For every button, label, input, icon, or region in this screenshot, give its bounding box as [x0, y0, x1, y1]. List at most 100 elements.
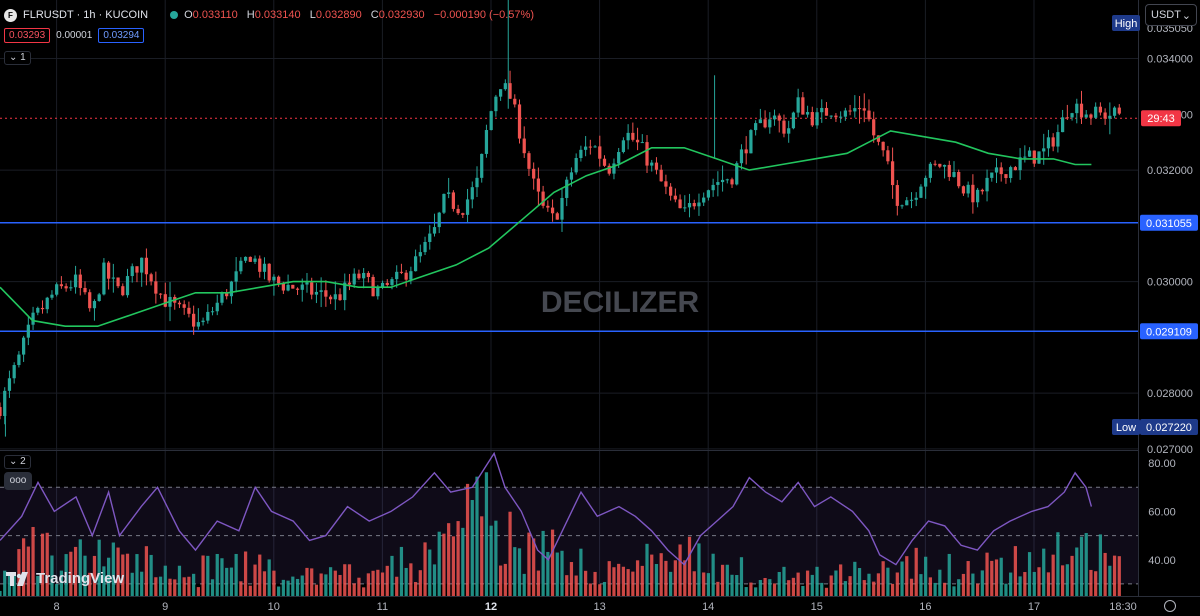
- candle-body: [277, 276, 281, 284]
- volume-bar: [258, 554, 262, 596]
- hline-price-tag-bg: [1140, 323, 1198, 340]
- candle-body: [12, 365, 16, 379]
- volume-bar: [980, 570, 984, 596]
- volume-bar: [961, 573, 966, 596]
- low-price-tag: 0.027220: [1146, 422, 1192, 434]
- volume-bar: [640, 565, 644, 596]
- candle-body: [1094, 106, 1098, 118]
- volume-bar: [484, 472, 489, 596]
- volume-bar: [243, 551, 248, 596]
- price-axis[interactable]: 0.034000 0.032000 0.030000 0.028000 0.027000…: [1112, 15, 1198, 567]
- candle-body: [853, 108, 857, 112]
- volume-bar: [1013, 546, 1017, 596]
- volume-bar: [588, 583, 592, 596]
- volume-bar: [683, 560, 687, 596]
- volume-bar: [999, 557, 1003, 596]
- currency-label: USDT: [1151, 9, 1181, 21]
- sell-button[interactable]: 0.03293: [4, 28, 51, 43]
- volume-bar: [924, 556, 928, 596]
- market-status-icon[interactable]: [170, 11, 179, 19]
- horizontal-lines[interactable]: [0, 222, 1138, 333]
- candle-body: [669, 186, 673, 196]
- candle-body: [1056, 132, 1060, 147]
- candle-body: [380, 282, 385, 288]
- candle-body: [621, 140, 626, 153]
- volume-bar: [971, 573, 975, 596]
- candle-body: [919, 186, 923, 198]
- volume-bar: [692, 571, 696, 596]
- candle-body: [1061, 117, 1065, 133]
- time-tick-label[interactable]: 11: [377, 601, 388, 613]
- candle-body: [40, 307, 45, 310]
- candle-body: [895, 185, 899, 206]
- candle-body: [272, 276, 276, 281]
- chevron-down-icon: ⌄: [9, 456, 21, 467]
- candle-body: [711, 184, 715, 191]
- hline-price-tag: 0.029109: [1146, 326, 1192, 338]
- rsi-line: [0, 451, 1093, 566]
- change-value: −0.000190 (−0.57%): [433, 9, 534, 21]
- volume-bar: [843, 581, 847, 596]
- buy-button[interactable]: 0.03294: [98, 28, 145, 43]
- volume-bar: [451, 536, 455, 596]
- volume-bar: [144, 546, 149, 596]
- volume-bar: [125, 553, 130, 596]
- gear-icon[interactable]: [1164, 600, 1176, 612]
- candle-body: [626, 132, 630, 141]
- volume-bar: [248, 585, 252, 596]
- candle-body: [300, 284, 304, 290]
- candle-body: [857, 108, 862, 110]
- candle-body: [470, 187, 474, 200]
- volume-bar: [343, 564, 347, 596]
- volume-bar: [763, 577, 767, 596]
- volume-bar: [116, 547, 120, 596]
- candle-body: [971, 184, 975, 203]
- volume-bar: [305, 567, 309, 596]
- volume-bar: [1098, 534, 1103, 596]
- time-tick-label[interactable]: 16: [919, 601, 931, 613]
- candle-body: [423, 241, 427, 253]
- candle-body: [706, 190, 711, 198]
- symbol-title[interactable]: FLRUSDT · 1h · KUCOIN: [23, 9, 149, 21]
- candle-body: [532, 168, 536, 179]
- candle-body: [314, 291, 319, 295]
- time-tick-label[interactable]: 12: [485, 601, 497, 613]
- time-tick-label[interactable]: 17: [1028, 601, 1040, 613]
- candle-body: [824, 107, 829, 116]
- low-value: 0.032890: [315, 9, 362, 21]
- volume-bar: [1056, 532, 1060, 596]
- candle-body: [772, 115, 777, 120]
- time-tick-label[interactable]: 10: [268, 601, 280, 613]
- candle-body: [206, 311, 210, 321]
- time-tick-label[interactable]: 8: [54, 601, 60, 613]
- currency-select[interactable]: USDT ⌄: [1145, 4, 1197, 26]
- time-axis[interactable]: 8 9 10 11 12 13 14 15 16 17 18:30: [54, 601, 1137, 613]
- chevron-down-icon: ⌄: [9, 52, 21, 63]
- volume-bar: [754, 587, 758, 596]
- volume-bar: [853, 561, 857, 596]
- volume-bar: [437, 531, 441, 596]
- candle-body: [163, 294, 167, 307]
- hline-price-tag: 0.031055: [1146, 218, 1192, 230]
- volume-bar: [347, 564, 352, 596]
- candle-body: [366, 272, 370, 277]
- candle-body: [994, 167, 999, 173]
- time-tick-label[interactable]: 9: [162, 601, 168, 613]
- time-tick-label[interactable]: 15: [811, 601, 823, 613]
- volume-bar: [130, 572, 134, 596]
- candle-body: [683, 207, 687, 209]
- pane2-collapse-button[interactable]: ⌄ 2: [4, 455, 31, 469]
- candle-body: [229, 281, 234, 297]
- time-tick-label[interactable]: 14: [702, 601, 714, 613]
- high-tag: High: [1115, 18, 1138, 30]
- candle-body: [456, 208, 460, 214]
- time-tick-label[interactable]: 13: [593, 601, 605, 613]
- tradingview-logo-icon: [6, 571, 32, 586]
- candle-body: [565, 179, 569, 198]
- indicator-options-button[interactable]: ooo: [4, 472, 32, 490]
- candles[interactable]: [0, 0, 1121, 437]
- pane1-collapse-button[interactable]: ⌄ 1: [4, 51, 31, 65]
- tradingview-logo[interactable]: TradingView: [6, 570, 124, 587]
- rsi-tick-label: 60.00: [1148, 506, 1176, 518]
